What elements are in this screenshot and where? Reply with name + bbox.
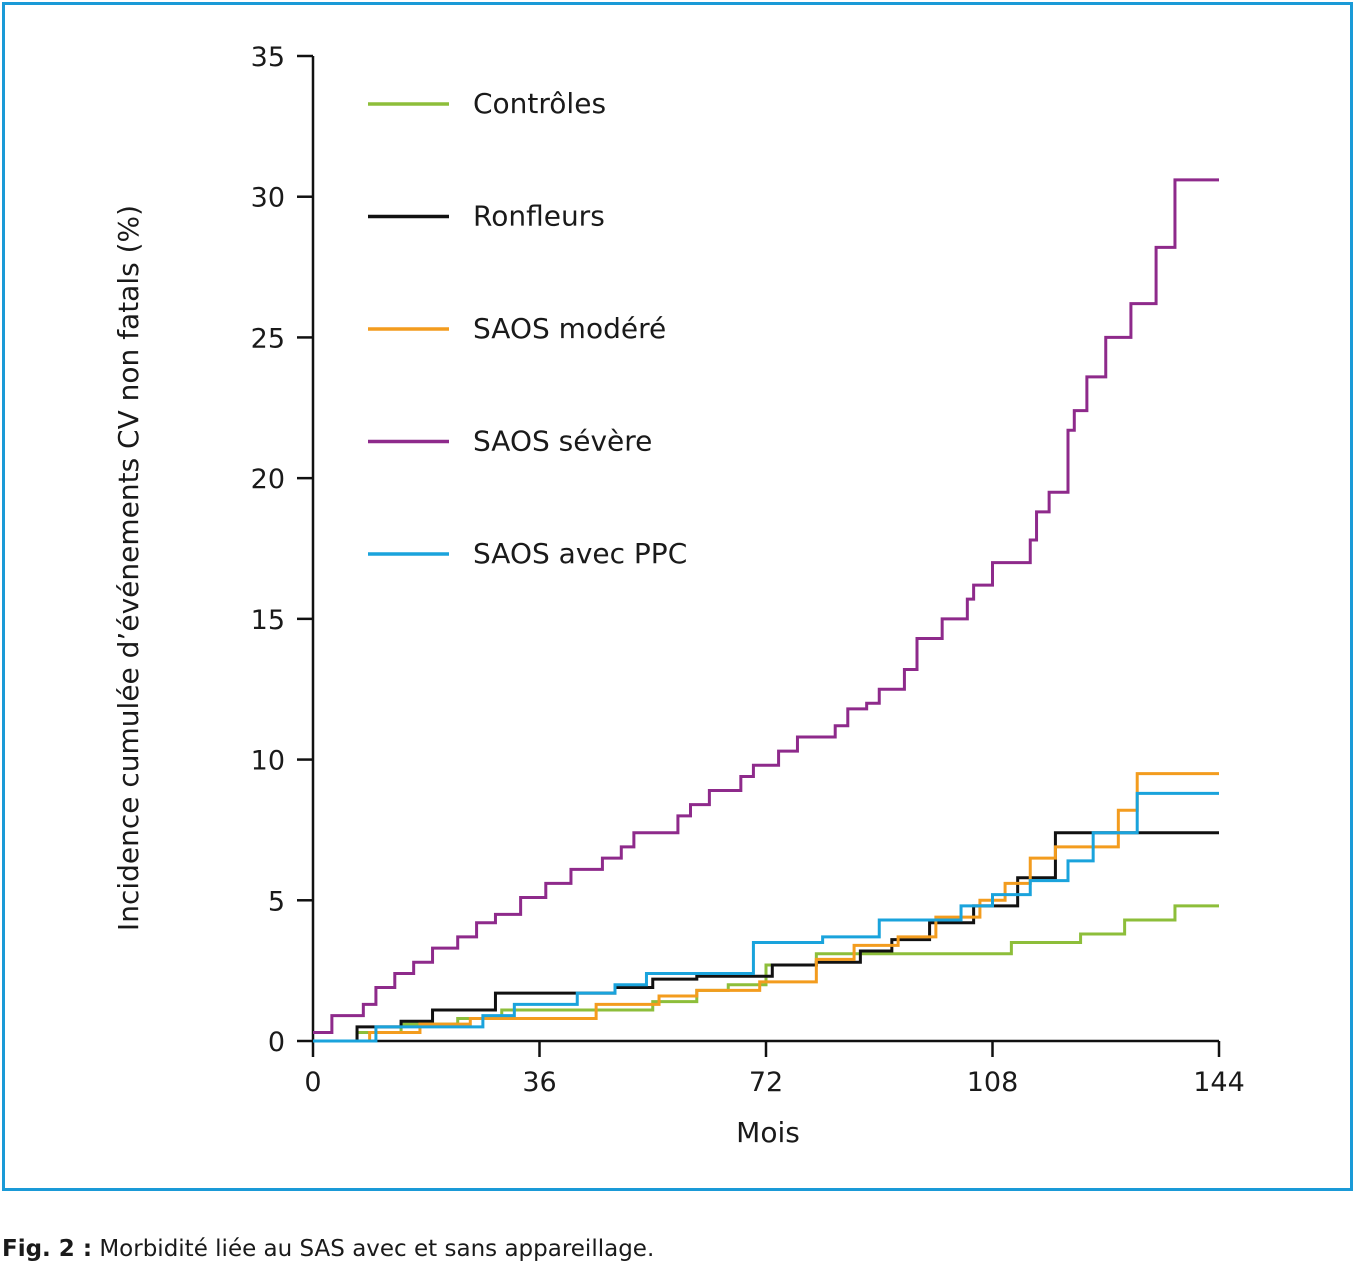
legend-label: Ronfleurs <box>473 200 605 233</box>
figure-frame <box>2 2 1353 1191</box>
y-tick-label: 20 <box>251 464 285 495</box>
legend-label: SAOS avec PPC <box>473 537 687 570</box>
series-line-0 <box>313 904 1219 1043</box>
y-tick-label: 30 <box>251 183 285 214</box>
x-tick-label: 0 <box>304 1067 321 1098</box>
legend-label: Contrôles <box>473 87 606 120</box>
series-line-4 <box>313 791 1219 1043</box>
y-axis-title: Incidence cumulée d’événements CV non fa… <box>112 205 145 931</box>
caption-text: Morbidité liée au SAS avec et sans appar… <box>92 1236 655 1262</box>
series-line-3 <box>313 178 1219 1035</box>
caption-label: Fig. 2 : <box>2 1236 93 1262</box>
y-tick-label: 15 <box>251 605 285 636</box>
x-tick-label: 144 <box>1193 1067 1245 1098</box>
x-tick-label: 108 <box>967 1067 1019 1098</box>
legend-label: SAOS sévère <box>473 425 652 458</box>
figure-caption: Fig. 2 : Morbidité liée au SAS avec et s… <box>2 1236 654 1262</box>
legend-label: SAOS modéré <box>473 312 666 345</box>
y-tick-label: 0 <box>268 1027 285 1058</box>
series-layer <box>313 178 1219 1043</box>
y-tick-label: 10 <box>251 746 285 777</box>
y-tick-label: 25 <box>251 323 285 354</box>
axes: 0 5 10 15 20 25 30 35 0 36 72 108 144 <box>251 42 1245 1098</box>
series-line-2 <box>313 772 1219 1043</box>
x-axis-title: Mois <box>736 1116 800 1149</box>
y-tick-label: 5 <box>268 886 285 917</box>
x-tick-label: 36 <box>522 1067 556 1098</box>
series-line-1 <box>313 831 1219 1043</box>
legend: Contrôles Ronfleurs SAOS modéré SAOS sévère… <box>368 87 687 570</box>
y-tick-label: 35 <box>251 42 285 73</box>
cumulative-incidence-chart: 0 5 10 15 20 25 30 35 0 36 72 108 144 Contrôles Ronfl… <box>112 42 1245 1149</box>
x-tick-label: 72 <box>749 1067 783 1098</box>
